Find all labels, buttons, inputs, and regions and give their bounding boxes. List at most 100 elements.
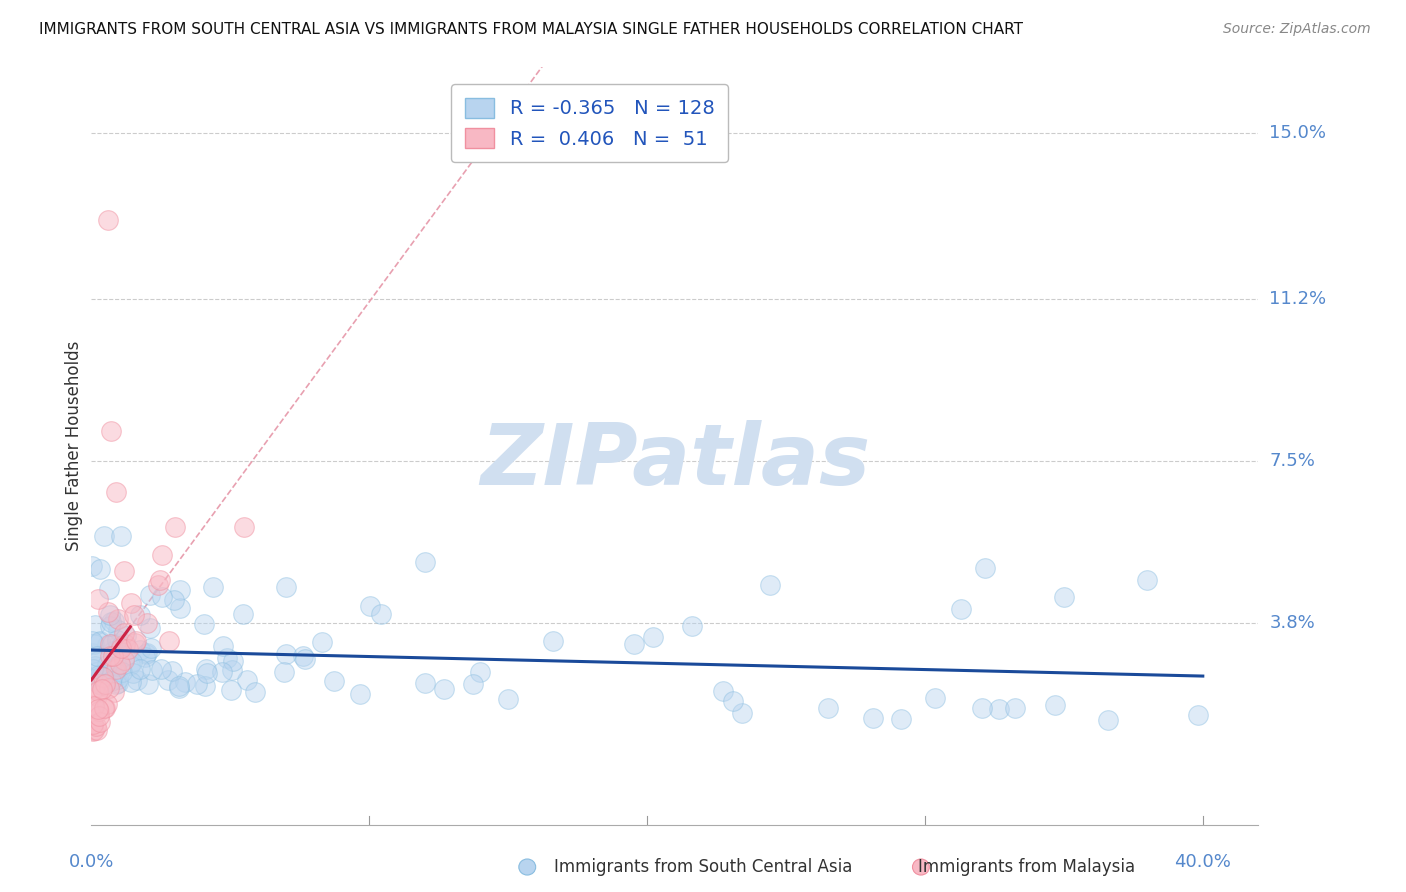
Point [86, 701, 108, 715]
Point [221, 683, 243, 698]
Point [89, 677, 111, 691]
Point [122, 665, 145, 680]
Point [91, 670, 114, 684]
Point [150, 591, 173, 605]
Point [101, 637, 124, 651]
Point [681, 619, 703, 633]
Point [115, 629, 138, 643]
Point [84, 719, 107, 733]
Point [135, 648, 157, 662]
Point [195, 662, 218, 676]
Point [924, 691, 946, 706]
Point [110, 640, 132, 654]
Point [139, 588, 162, 602]
Text: 40.0%: 40.0% [1174, 853, 1232, 871]
Point [124, 635, 146, 649]
Point [82, 672, 104, 686]
Point [136, 616, 159, 631]
Point [96, 658, 118, 673]
Point [124, 607, 146, 622]
Point [461, 677, 484, 691]
Point [139, 621, 162, 635]
Point [202, 580, 225, 594]
Point [105, 659, 128, 673]
Point [197, 666, 219, 681]
Point [83, 681, 105, 695]
Point [136, 677, 159, 691]
Point [105, 485, 128, 500]
Point [89, 562, 111, 576]
Point [415, 675, 437, 690]
Point [148, 577, 170, 591]
Point [98, 582, 121, 596]
Point [86, 648, 108, 663]
Point [817, 700, 839, 714]
Text: 15.0%: 15.0% [1270, 124, 1326, 142]
Point [87, 704, 110, 718]
Point [100, 674, 122, 689]
Legend: R = -0.365   N = 128, R =  0.406   N =  51: R = -0.365 N = 128, R = 0.406 N = 51 [451, 84, 728, 162]
Point [221, 663, 243, 677]
Point [1187, 708, 1209, 723]
Point [1045, 698, 1067, 712]
Point [86, 723, 108, 737]
Point [83, 699, 105, 714]
Point [276, 580, 298, 594]
Point [97, 605, 120, 619]
Point [413, 555, 436, 569]
Point [169, 601, 191, 615]
Point [731, 706, 754, 720]
Point [150, 548, 173, 562]
Point [83, 672, 105, 686]
Point [173, 674, 195, 689]
Point [94, 677, 117, 691]
Point [82, 662, 104, 676]
Point [91, 675, 114, 690]
Point [160, 664, 183, 678]
Point [141, 641, 163, 656]
Point [157, 634, 180, 648]
Point [89, 634, 111, 648]
Point [217, 651, 239, 665]
Point [1097, 713, 1119, 727]
Point [1004, 700, 1026, 714]
Point [433, 682, 456, 697]
Point [90, 673, 112, 687]
Point [163, 520, 186, 534]
Point [101, 644, 124, 658]
Point [87, 676, 110, 690]
Point [83, 638, 105, 652]
Point [370, 607, 392, 621]
Point [118, 657, 141, 672]
Point [186, 677, 208, 691]
Point [98, 619, 121, 633]
Point [496, 691, 519, 706]
Point [721, 694, 744, 708]
Point [107, 624, 129, 638]
Point [112, 564, 135, 578]
Text: Immigrants from Malaysia: Immigrants from Malaysia [918, 858, 1135, 876]
Point [974, 561, 997, 575]
Point [82, 698, 104, 712]
Point [114, 637, 136, 651]
Point [890, 712, 912, 726]
Point [98, 637, 121, 651]
Y-axis label: Single Father Households: Single Father Households [65, 341, 83, 551]
Point [90, 668, 112, 682]
Point [101, 649, 124, 664]
Point [243, 684, 266, 698]
Point [105, 676, 128, 690]
Point [87, 668, 110, 682]
Point [121, 655, 143, 669]
Point [112, 652, 135, 666]
Point [169, 583, 191, 598]
Text: Source: ZipAtlas.com: Source: ZipAtlas.com [1223, 22, 1371, 37]
Point [129, 662, 152, 676]
Point [987, 702, 1010, 716]
Point [468, 665, 491, 679]
Point [103, 685, 125, 699]
Point [129, 608, 152, 623]
Point [90, 678, 112, 692]
Point [167, 681, 190, 695]
Point [112, 625, 135, 640]
